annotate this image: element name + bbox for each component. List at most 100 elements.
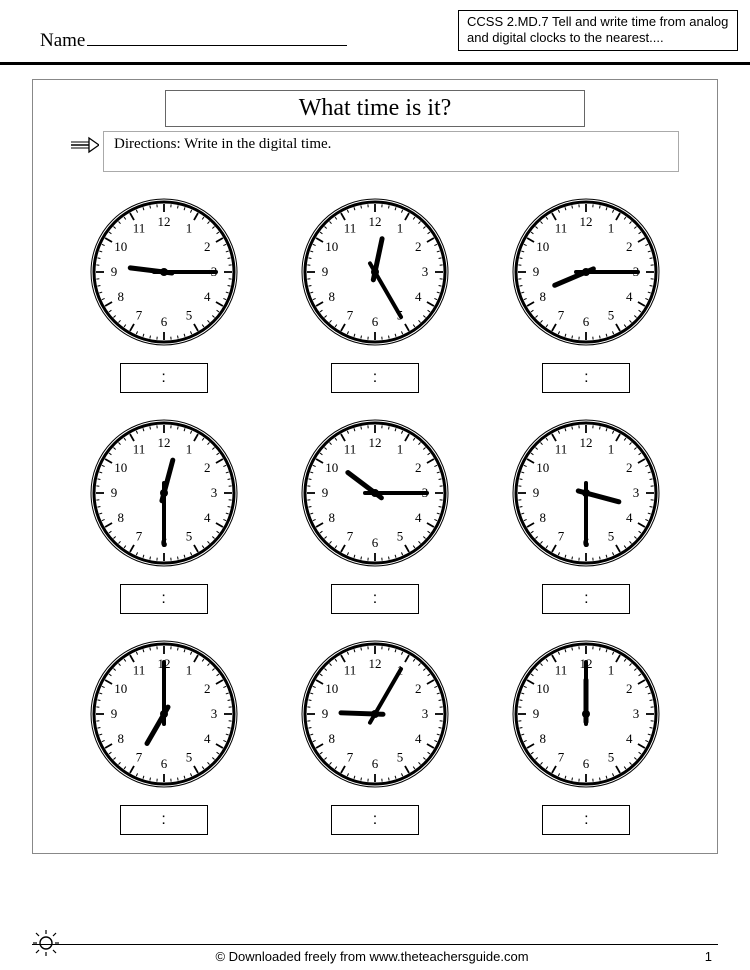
clock-cell-4: 123456789101112:	[73, 417, 254, 614]
sun-icon	[32, 929, 60, 957]
svg-text:10: 10	[537, 239, 550, 254]
svg-text:8: 8	[328, 731, 335, 746]
svg-text:12: 12	[368, 435, 381, 450]
clock-cell-9: 123456789101112:	[496, 638, 677, 835]
svg-text:2: 2	[204, 239, 211, 254]
svg-text:6: 6	[583, 756, 590, 771]
svg-text:1: 1	[185, 663, 192, 678]
svg-text:8: 8	[540, 289, 547, 304]
svg-text:7: 7	[558, 307, 565, 322]
clock-face: 123456789101112	[510, 638, 662, 790]
svg-text:5: 5	[608, 528, 615, 543]
answer-box-8[interactable]: :	[331, 805, 419, 835]
svg-text:2: 2	[415, 681, 422, 696]
svg-text:4: 4	[415, 510, 422, 525]
answer-box-2[interactable]: :	[331, 363, 419, 393]
svg-text:5: 5	[397, 528, 404, 543]
svg-text:1: 1	[185, 221, 192, 236]
svg-text:2: 2	[626, 681, 633, 696]
svg-text:4: 4	[204, 510, 211, 525]
svg-text:4: 4	[204, 731, 211, 746]
svg-text:12: 12	[157, 214, 170, 229]
svg-text:3: 3	[633, 706, 640, 721]
svg-text:5: 5	[608, 307, 615, 322]
answer-box-3[interactable]: :	[542, 363, 630, 393]
svg-text:11: 11	[344, 442, 357, 457]
answer-box-7[interactable]: :	[120, 805, 208, 835]
clock-cell-3: 123456789101112:	[496, 196, 677, 393]
answer-box-5[interactable]: :	[331, 584, 419, 614]
svg-text:7: 7	[558, 528, 565, 543]
clock-face: 123456789101112	[88, 196, 240, 348]
svg-text:4: 4	[626, 289, 633, 304]
header-bar: Name CCSS 2.MD.7 Tell and write time fro…	[0, 0, 750, 58]
top-rule	[0, 62, 750, 65]
name-field[interactable]: Name	[40, 28, 458, 52]
svg-text:8: 8	[540, 731, 547, 746]
clock-face: 123456789101112	[299, 417, 451, 569]
clock-face: 123456789101112	[510, 417, 662, 569]
clock-cell-7: 123456789101112:	[73, 638, 254, 835]
directions-box: Directions: Write in the digital time.	[103, 131, 679, 172]
clock-cell-5: 123456789101112:	[284, 417, 465, 614]
worksheet-title: What time is it?	[165, 90, 585, 127]
answer-box-6[interactable]: :	[542, 584, 630, 614]
clock-face: 123456789101112	[299, 196, 451, 348]
svg-text:10: 10	[325, 239, 338, 254]
clock-face: 123456789101112	[299, 638, 451, 790]
svg-text:11: 11	[132, 221, 145, 236]
svg-text:4: 4	[626, 510, 633, 525]
clock-cell-2: 123456789101112:	[284, 196, 465, 393]
svg-text:10: 10	[325, 681, 338, 696]
svg-text:8: 8	[540, 510, 547, 525]
svg-text:10: 10	[114, 460, 127, 475]
svg-text:3: 3	[633, 485, 640, 500]
svg-text:5: 5	[185, 749, 192, 764]
standard-box: CCSS 2.MD.7 Tell and write time from ana…	[458, 10, 738, 51]
answer-box-4[interactable]: :	[120, 584, 208, 614]
answer-box-9[interactable]: :	[542, 805, 630, 835]
svg-text:7: 7	[347, 749, 354, 764]
svg-text:7: 7	[135, 307, 142, 322]
svg-text:8: 8	[328, 510, 335, 525]
svg-text:10: 10	[537, 460, 550, 475]
svg-text:2: 2	[415, 239, 422, 254]
svg-text:8: 8	[117, 731, 124, 746]
svg-text:3: 3	[422, 706, 429, 721]
svg-text:5: 5	[185, 528, 192, 543]
svg-text:8: 8	[117, 289, 124, 304]
name-underline[interactable]	[87, 28, 347, 46]
svg-text:9: 9	[110, 706, 117, 721]
svg-text:12: 12	[580, 214, 593, 229]
svg-text:6: 6	[372, 535, 379, 550]
clock-face: 123456789101112	[510, 196, 662, 348]
svg-text:6: 6	[372, 314, 379, 329]
clock-grid: 123456789101112:123456789101112:12345678…	[33, 172, 717, 835]
svg-text:1: 1	[397, 442, 404, 457]
clock-face: 123456789101112	[88, 638, 240, 790]
svg-text:9: 9	[533, 264, 540, 279]
svg-text:2: 2	[626, 239, 633, 254]
svg-text:6: 6	[583, 314, 590, 329]
svg-text:12: 12	[580, 435, 593, 450]
svg-text:11: 11	[555, 663, 568, 678]
svg-text:1: 1	[397, 221, 404, 236]
svg-text:5: 5	[608, 749, 615, 764]
svg-text:3: 3	[210, 706, 217, 721]
svg-text:9: 9	[533, 485, 540, 500]
clock-face: 123456789101112	[88, 417, 240, 569]
answer-box-1[interactable]: :	[120, 363, 208, 393]
clock-cell-8: 123456789101112:	[284, 638, 465, 835]
svg-text:1: 1	[185, 442, 192, 457]
svg-text:9: 9	[322, 485, 329, 500]
svg-text:9: 9	[533, 706, 540, 721]
svg-text:11: 11	[555, 221, 568, 236]
svg-text:7: 7	[135, 749, 142, 764]
svg-text:2: 2	[415, 460, 422, 475]
svg-text:6: 6	[372, 756, 379, 771]
svg-text:11: 11	[344, 221, 357, 236]
worksheet-panel: What time is it? Directions: Write in th…	[32, 79, 718, 854]
svg-text:10: 10	[537, 681, 550, 696]
svg-text:11: 11	[132, 442, 145, 457]
svg-text:6: 6	[160, 314, 167, 329]
